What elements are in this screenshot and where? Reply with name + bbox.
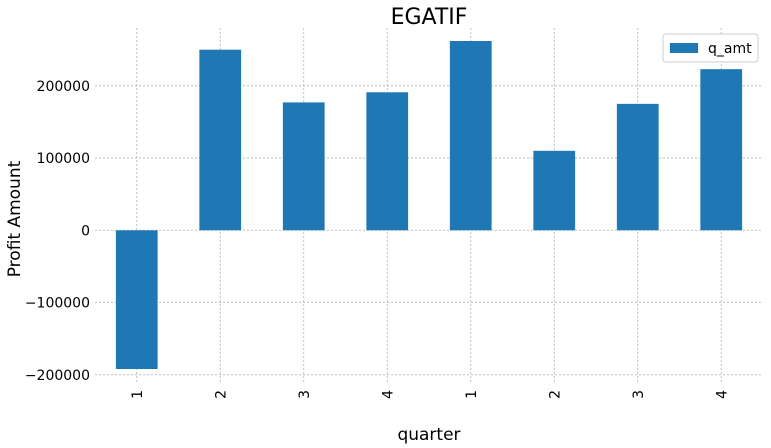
x-tick-label: 4 bbox=[380, 390, 396, 399]
y-tick-label: 200000 bbox=[37, 79, 90, 95]
y-axis-ticks: −200000 −100000 0 100000 200000 bbox=[25, 79, 90, 384]
legend: q_amt bbox=[662, 33, 759, 63]
chart-title: EGATIF bbox=[391, 5, 468, 30]
bar bbox=[533, 150, 576, 231]
y-axis-label: Profit Amount bbox=[5, 160, 25, 277]
x-tick-label: 2 bbox=[213, 390, 229, 399]
x-tick-label: 4 bbox=[714, 390, 730, 399]
bar bbox=[449, 41, 492, 231]
y-tick-label: 100000 bbox=[37, 151, 90, 167]
legend-frame bbox=[662, 33, 759, 63]
x-tick-label: 1 bbox=[464, 390, 480, 399]
bar bbox=[115, 230, 158, 369]
y-tick-label: 0 bbox=[81, 223, 90, 239]
bar bbox=[700, 69, 743, 231]
y-tick-label: −100000 bbox=[25, 296, 90, 312]
grid bbox=[95, 28, 763, 382]
x-tick-label: 1 bbox=[130, 390, 146, 399]
x-tick-label: 3 bbox=[631, 390, 647, 399]
bar bbox=[199, 49, 242, 231]
legend-label-q_amt: q_amt bbox=[708, 41, 752, 57]
bars bbox=[115, 41, 743, 369]
bar bbox=[282, 102, 325, 231]
legend-swatch-q_amt bbox=[670, 43, 698, 53]
x-tick-label: 3 bbox=[297, 390, 313, 399]
x-axis-label: quarter bbox=[397, 425, 460, 445]
bar bbox=[616, 103, 659, 231]
x-axis-ticks: 1 2 3 4 1 2 3 4 bbox=[130, 390, 731, 399]
bar bbox=[366, 92, 409, 231]
y-tick-label: −200000 bbox=[25, 368, 90, 384]
x-tick-label: 2 bbox=[547, 390, 563, 399]
